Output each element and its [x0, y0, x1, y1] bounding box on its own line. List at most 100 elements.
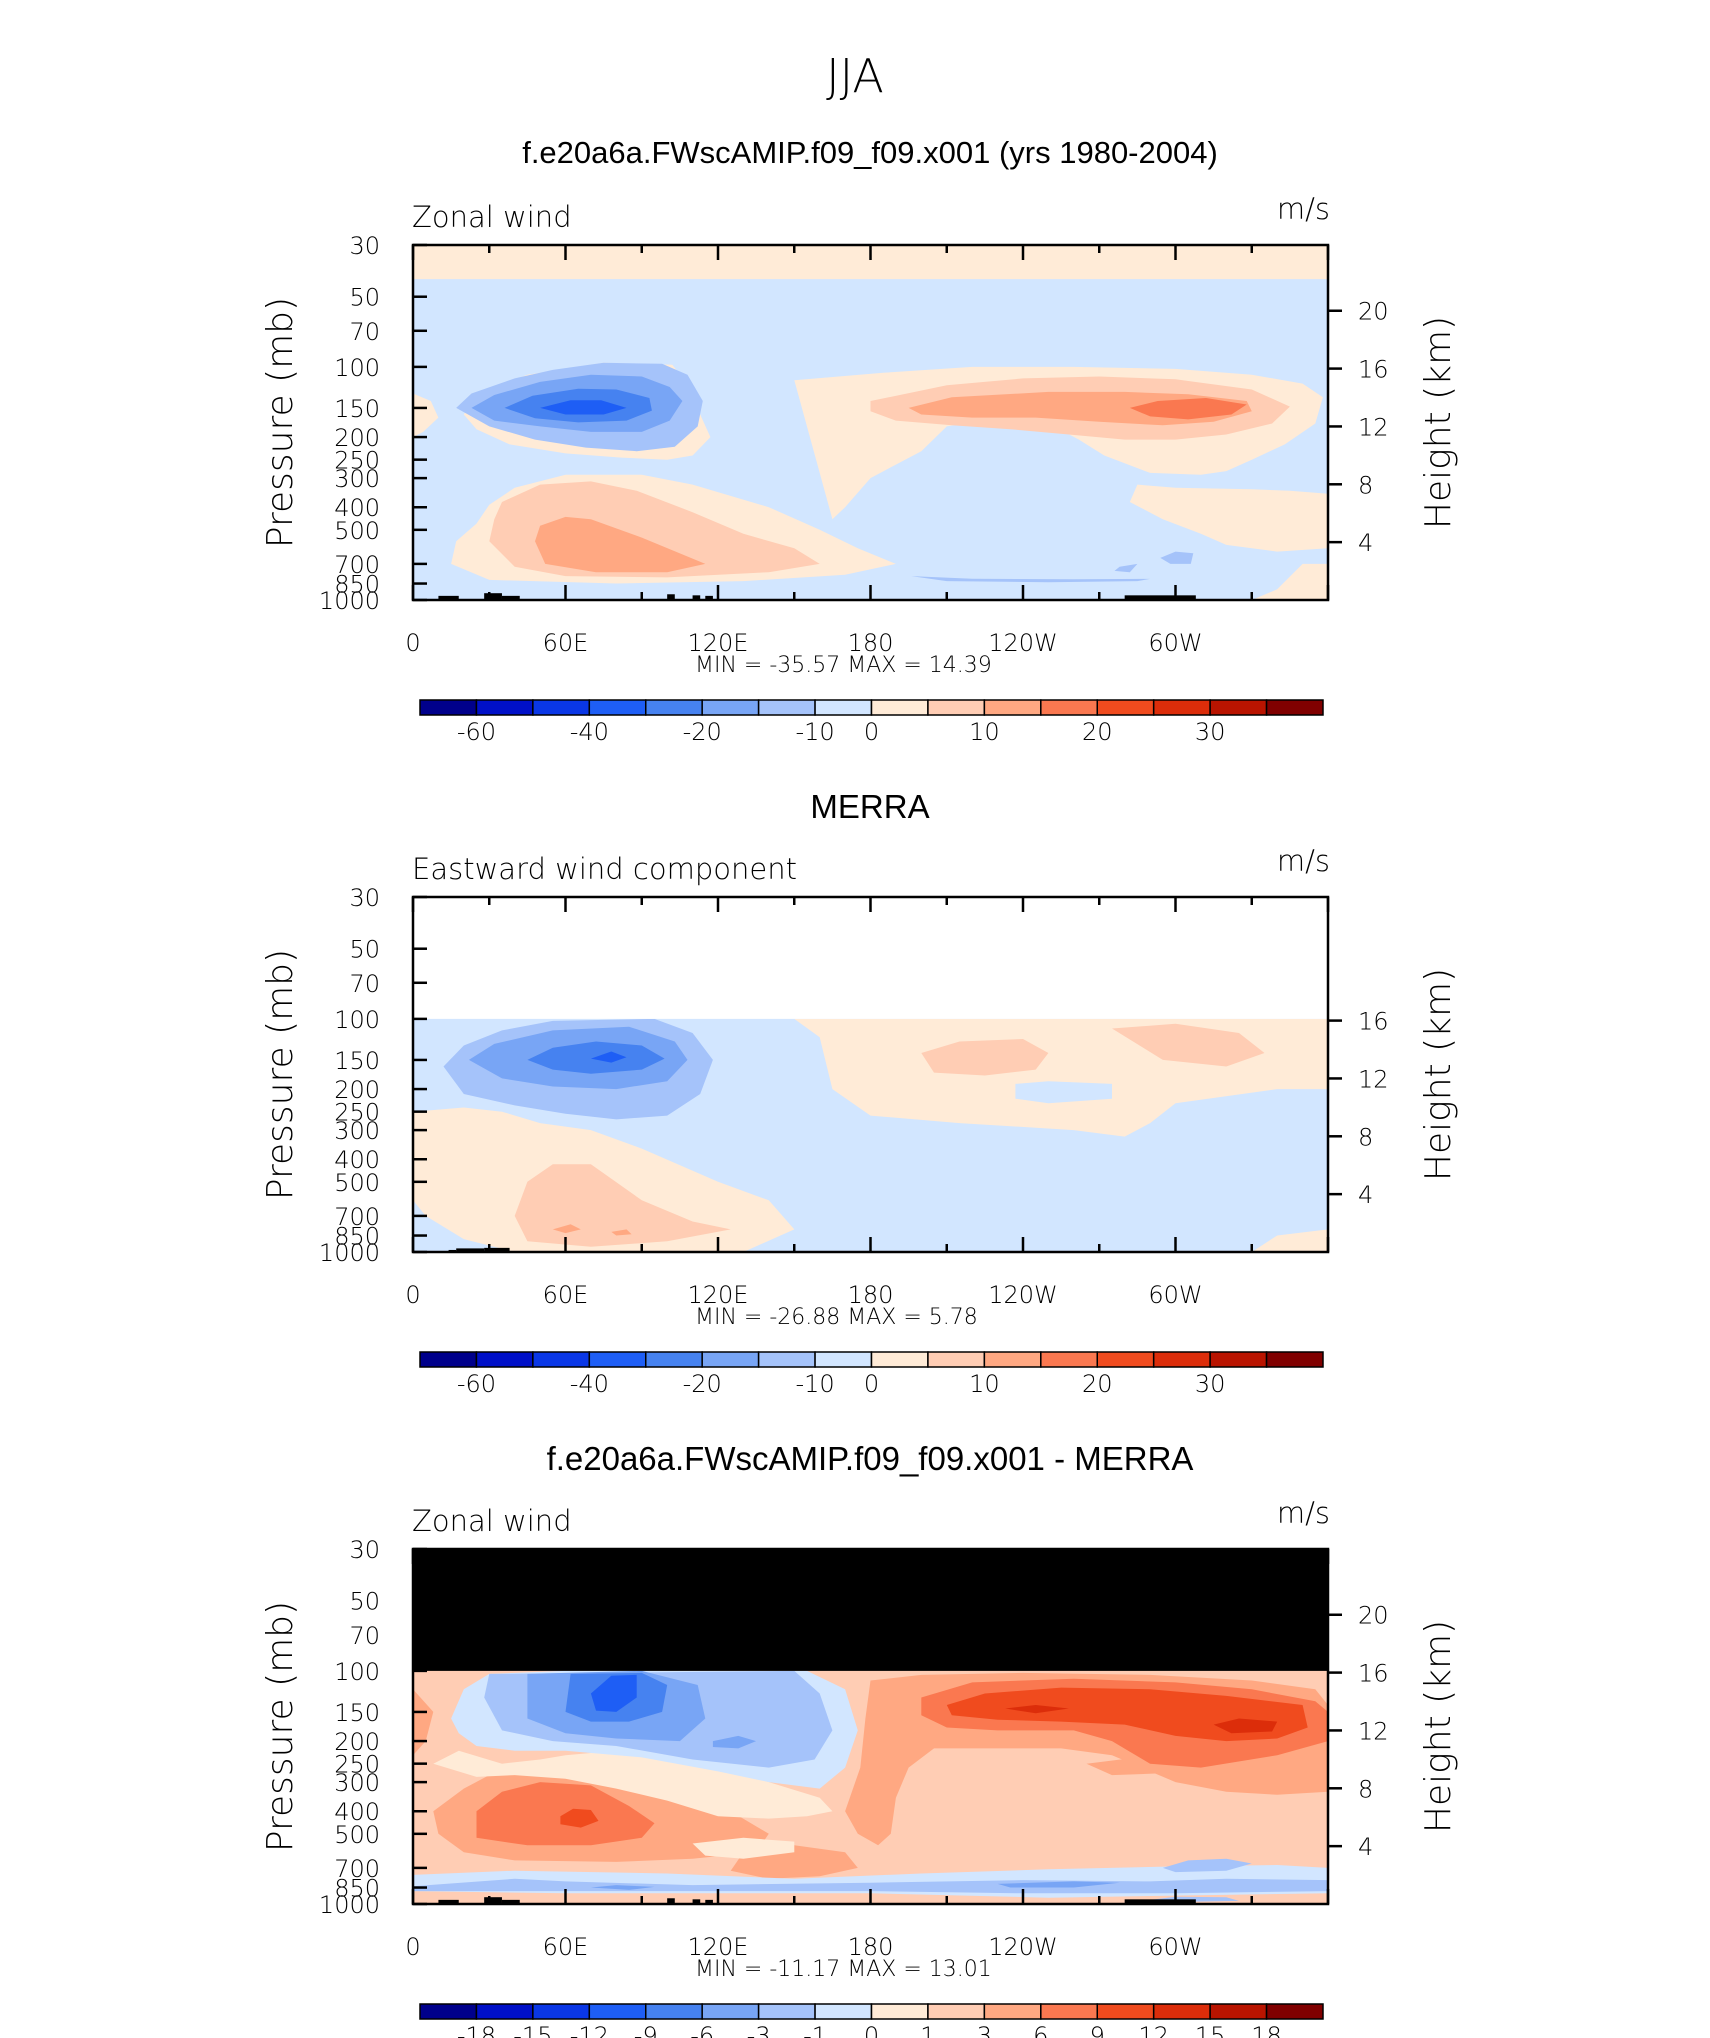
- x-tick-label: 60W: [1148, 1933, 1202, 1961]
- y-tick-label: 1000: [319, 1891, 380, 1919]
- colorbar-box: [757, 2003, 816, 2020]
- colorbar-label: 9: [1090, 2022, 1105, 2038]
- y-tick-label: 200: [334, 1076, 380, 1104]
- colorbar-box: [419, 699, 478, 716]
- y2-axis-title: Height (km): [1418, 316, 1459, 529]
- y-tick-label: 150: [334, 1047, 380, 1075]
- y-tick-label: 70: [349, 1622, 380, 1650]
- contour-fill: [590, 1051, 627, 1063]
- contour-fill: [590, 1674, 637, 1712]
- x-tick-label: 60E: [543, 629, 589, 657]
- topography-block: [1124, 595, 1196, 600]
- contour-fill: [1129, 398, 1247, 420]
- contour-fill: [1160, 551, 1194, 564]
- colorbar-label: -60: [457, 718, 496, 746]
- topography-block: [667, 594, 675, 600]
- y2-tick-label: 16: [1358, 356, 1389, 384]
- contour-fill: [692, 1837, 795, 1859]
- y-axis-title: Pressure (mb): [260, 1601, 301, 1852]
- colorbar-label: 15: [1195, 2022, 1226, 2038]
- colorbar-box: [983, 1351, 1042, 1368]
- colorbar-label: -20: [683, 1370, 722, 1398]
- colorbar-label: 3: [977, 2022, 992, 2038]
- colorbar-box: [588, 2003, 647, 2020]
- masked-region: [413, 1549, 1328, 1671]
- colorbar-label: 12: [1138, 2022, 1169, 2038]
- colorbar-label: -15: [513, 2022, 552, 2038]
- topography-block: [456, 1248, 485, 1252]
- y-tick-label: 1000: [319, 1239, 380, 1267]
- colorbar-label: 10: [969, 1370, 1000, 1398]
- topography-block: [484, 593, 502, 600]
- colorbar-box: [419, 1351, 478, 1368]
- contour-fill: [560, 1808, 599, 1828]
- colorbar-label: 0: [864, 1370, 879, 1398]
- panel-units-label: m/s: [1277, 192, 1330, 226]
- colorbar-label: -6: [690, 2022, 714, 2038]
- x-tick-label: 120W: [988, 1281, 1058, 1309]
- contour-fill: [1005, 1705, 1069, 1714]
- colorbar-box: [1040, 1351, 1098, 1368]
- y-tick-label: 200: [334, 1728, 380, 1756]
- contour-fill: [413, 1689, 434, 1756]
- y2-tick-label: 16: [1358, 1660, 1389, 1688]
- colorbar-box: [701, 2003, 760, 2020]
- topography-block: [692, 595, 701, 600]
- topography-block: [705, 595, 713, 600]
- colorbar-box: [588, 1351, 647, 1368]
- x-tick-label: 180: [848, 1281, 894, 1309]
- y2-tick-label: 8: [1358, 1123, 1373, 1151]
- contour-fill: [1251, 563, 1328, 600]
- panel-units-label: m/s: [1277, 1496, 1330, 1530]
- colorbar-box: [870, 1351, 929, 1368]
- colorbar-box: [927, 699, 986, 716]
- contour-fill: [921, 1039, 1049, 1076]
- colorbar-box: [814, 2003, 873, 2020]
- colorbar-label: 0: [864, 718, 879, 746]
- contour-fill: [1162, 1858, 1252, 1873]
- y-tick-label: 30: [349, 1536, 380, 1564]
- topography-block: [705, 1899, 713, 1904]
- colorbar-box: [1152, 1351, 1211, 1368]
- figure-season-title: JJA: [826, 49, 884, 103]
- y-tick-label: 200: [334, 424, 380, 452]
- colorbar-label: 6: [1033, 2022, 1048, 2038]
- topography-block: [667, 1898, 675, 1904]
- colorbar-box: [1265, 2003, 1324, 2020]
- x-tick-label: 120W: [988, 629, 1058, 657]
- y-tick-label: 850: [334, 1875, 380, 1903]
- panel-units-label: m/s: [1277, 844, 1330, 878]
- colorbar-box: [1209, 1351, 1268, 1368]
- y2-tick-label: 4: [1358, 1833, 1373, 1861]
- stats-text: MIN = -35.57 MAX = 14.39: [695, 653, 992, 678]
- x-tick-label: 0: [405, 1933, 420, 1961]
- contour-fill: [1114, 563, 1138, 573]
- colorbar-box: [1096, 2003, 1155, 2020]
- topography-block: [501, 1899, 520, 1904]
- y-tick-label: 500: [334, 1821, 380, 1849]
- y2-axis-title: Height (km): [1418, 1620, 1459, 1833]
- y-tick-label: 850: [334, 571, 380, 599]
- colorbar-label: 20: [1082, 1370, 1113, 1398]
- contour-fill: [413, 393, 439, 438]
- y-tick-label: 30: [349, 232, 380, 260]
- plot-area: [413, 1549, 1328, 1904]
- colorbar-box: [532, 1351, 591, 1368]
- colorbar-box: [870, 2003, 929, 2020]
- stats-text: MIN = -11.17 MAX = 13.01: [695, 1957, 992, 1982]
- colorbar-label: 1: [920, 2022, 935, 2038]
- colorbar-box: [1152, 2003, 1211, 2020]
- y-tick-label: 250: [334, 1751, 380, 1779]
- x-tick-label: 60W: [1148, 629, 1202, 657]
- panel-left-label: Zonal wind: [412, 200, 572, 234]
- colorbar-label: -18: [457, 2022, 496, 2038]
- colorbar-label: -12: [570, 2022, 609, 2038]
- panel-title: f.e20a6a.FWscAMIP.f09_f09.x001 (yrs 1980…: [522, 135, 1218, 170]
- colorbar-box: [983, 2003, 1042, 2020]
- y-tick-label: 150: [334, 395, 380, 423]
- contour-fill: [590, 1885, 655, 1890]
- colorbar-box: [1096, 699, 1155, 716]
- panel-title: f.e20a6a.FWscAMIP.f09_f09.x001 - MERRA: [547, 1440, 1194, 1477]
- topography-block: [692, 1899, 701, 1904]
